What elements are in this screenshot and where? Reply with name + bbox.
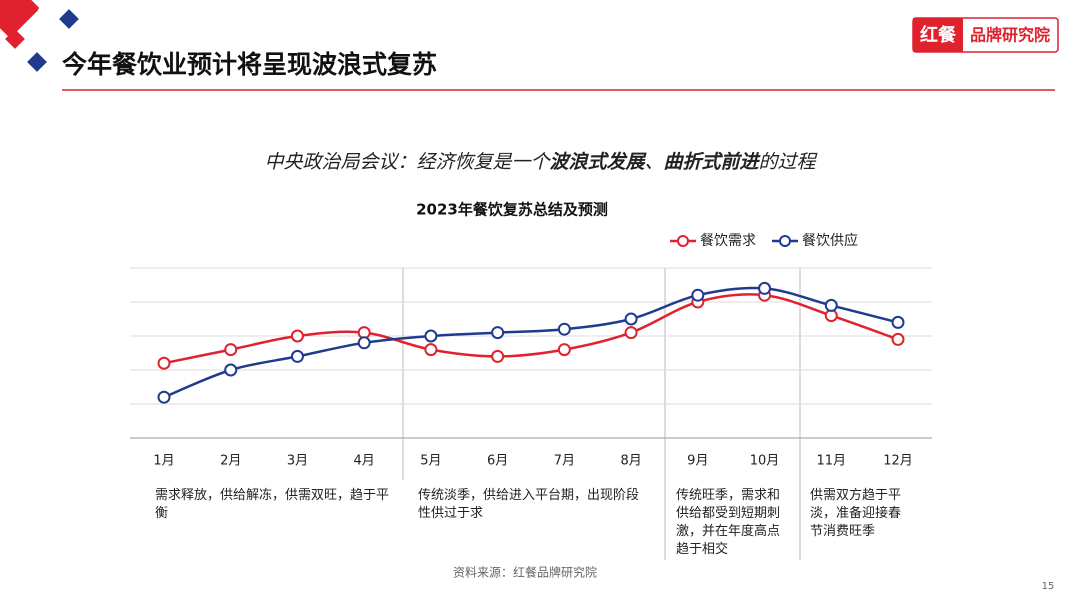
point	[290, 349, 304, 363]
series-line	[163, 293, 899, 365]
chart-title: 2023年餐饮复苏总结及预测	[416, 201, 608, 219]
legend-label: 餐饮需求	[700, 233, 756, 249]
x-tick-label: 3月	[287, 454, 308, 469]
legend-label: 餐饮供应	[802, 232, 858, 249]
legend-marker	[677, 235, 689, 247]
point	[424, 343, 438, 357]
x-tick-label: 4月	[354, 454, 375, 469]
point	[290, 329, 304, 343]
page-title: 今年餐饮业预计将呈现波浪式复苏	[62, 50, 437, 79]
point	[891, 332, 905, 346]
point	[224, 343, 238, 357]
point	[891, 315, 905, 329]
page-number: 15	[1042, 581, 1055, 592]
point	[157, 390, 171, 404]
logo-mark-bg	[913, 18, 963, 52]
series-line	[163, 286, 899, 399]
legend-marker	[779, 235, 791, 247]
x-tick-label: 2月	[220, 454, 241, 469]
point	[624, 326, 638, 340]
subtitle-part: 、	[644, 151, 663, 173]
x-tick-label: 10月	[750, 454, 780, 469]
point	[157, 356, 171, 370]
x-tick-label: 5月	[420, 454, 441, 469]
x-tick-label: 9月	[687, 454, 708, 469]
x-tick-label: 7月	[554, 454, 575, 469]
point	[557, 322, 571, 336]
x-tick-label: 6月	[487, 454, 508, 469]
point	[491, 349, 505, 363]
point	[691, 288, 705, 302]
logo-text: 品牌研究院	[970, 26, 1050, 45]
subtitle-part: 的过程	[759, 151, 819, 173]
x-tick-label: 12月	[883, 454, 913, 469]
point	[557, 343, 571, 357]
point	[624, 312, 638, 326]
phase-note: 需求释放，供给解冻，供需双旺，趋于平衡	[155, 488, 390, 521]
subtitle-part: 中央政治局会议：经济恢复是一个	[264, 151, 551, 173]
x-tick-label: 11月	[816, 454, 846, 469]
subtitle: 中央政治局会议：经济恢复是一个波浪式发展、曲折式前进的过程	[264, 151, 818, 173]
point	[357, 336, 371, 350]
phase-note: 传统淡季，供给进入平台期，出现阶段性供过于求	[418, 488, 640, 521]
point	[424, 329, 438, 343]
point	[758, 281, 772, 295]
x-tick-label: 1月	[153, 454, 174, 469]
point	[224, 363, 238, 377]
point	[491, 326, 505, 340]
logo-mark: 红餐	[920, 24, 957, 46]
subtitle-emphasis: 曲折式前进	[664, 151, 762, 173]
phase-note: 传统旺季，需求和供给都受到短期刺激，并在年度高点趋于相交	[676, 488, 781, 557]
subtitle-emphasis: 波浪式发展	[549, 151, 647, 173]
x-tick-label: 8月	[620, 454, 641, 469]
point	[824, 298, 838, 312]
phase-note: 供需双方趋于平淡，准备迎接春节消费旺季	[810, 488, 902, 539]
source: 资料来源：红餐品牌研究院	[453, 565, 597, 580]
